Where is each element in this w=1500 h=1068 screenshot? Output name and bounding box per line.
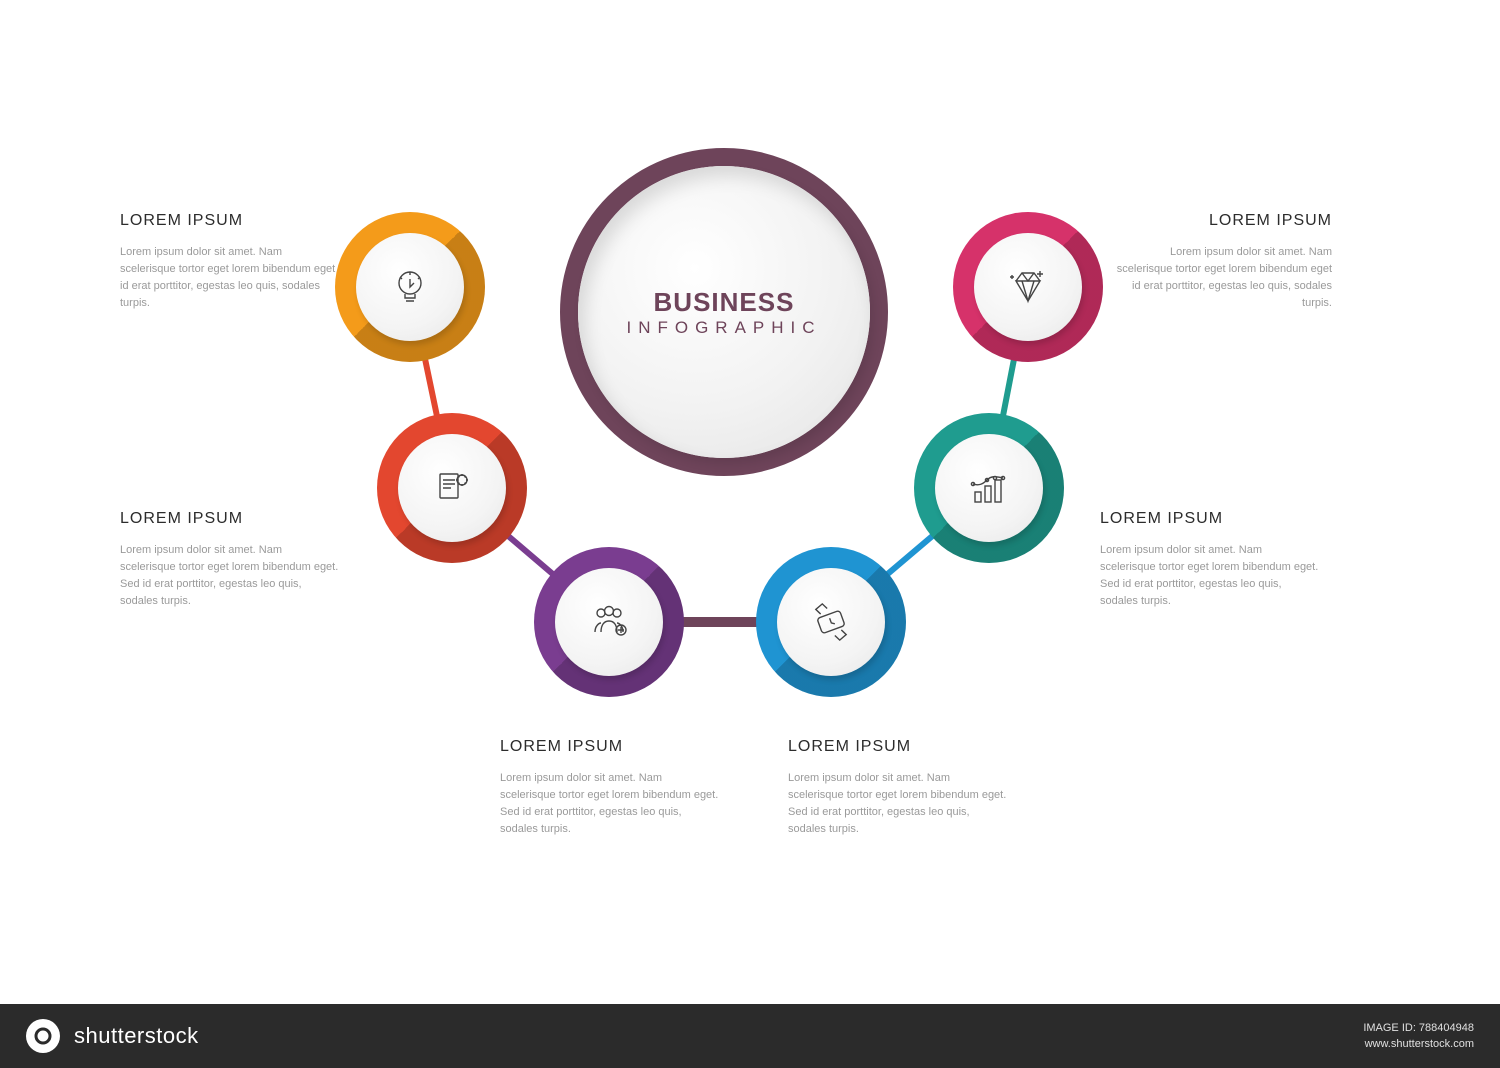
footer-bar: shutterstock IMAGE ID: 788404948 www.shu…	[0, 1004, 1500, 1068]
text-block-heading: LOREM IPSUM	[120, 212, 340, 230]
text-block-body: Lorem ipsum dolor sit amet. Nam sceleris…	[1112, 244, 1332, 312]
text-block-body: Lorem ipsum dolor sit amet. Nam sceleris…	[120, 542, 340, 610]
text-block-body: Lorem ipsum dolor sit amet. Nam sceleris…	[500, 770, 720, 838]
diamond-sparkle-icon	[974, 233, 1082, 341]
hub-title-line-2: INFOGRAPHIC	[626, 318, 821, 338]
footer-url: www.shutterstock.com	[1363, 1036, 1474, 1053]
text-block-n4: LOREM IPSUM Lorem ipsum dolor sit amet. N…	[788, 738, 1008, 838]
text-block-n2: LOREM IPSUM Lorem ipsum dolor sit amet. N…	[120, 510, 340, 610]
footer-brand-text: shutterstock	[74, 1023, 199, 1049]
document-gear-icon	[398, 434, 506, 542]
text-block-body: Lorem ipsum dolor sit amet. Nam sceleris…	[788, 770, 1008, 838]
text-block-heading: LOREM IPSUM	[120, 510, 340, 528]
text-block-n3: LOREM IPSUM Lorem ipsum dolor sit amet. N…	[500, 738, 720, 838]
people-plus-icon	[555, 568, 663, 676]
text-block-body: Lorem ipsum dolor sit amet. Nam sceleris…	[120, 244, 340, 312]
footer-left: shutterstock	[26, 1019, 199, 1053]
footer-logo-icon	[26, 1019, 60, 1053]
bar-line-chart-icon	[935, 434, 1043, 542]
text-block-heading: LOREM IPSUM	[788, 738, 1008, 756]
text-block-heading: LOREM IPSUM	[1112, 212, 1332, 230]
node-n6	[953, 212, 1103, 362]
footer-right: IMAGE ID: 788404948 www.shutterstock.com	[1363, 1020, 1474, 1053]
hub-inner: BUSINESS INFOGRAPHIC	[578, 166, 870, 458]
node-n1	[335, 212, 485, 362]
text-block-heading: LOREM IPSUM	[1100, 510, 1320, 528]
text-block-n5: LOREM IPSUM Lorem ipsum dolor sit amet. N…	[1100, 510, 1320, 610]
text-block-n1: LOREM IPSUM Lorem ipsum dolor sit amet. N…	[120, 212, 340, 312]
node-n2	[377, 413, 527, 563]
text-block-n6: LOREM IPSUM Lorem ipsum dolor sit amet. N…	[1112, 212, 1332, 312]
lightbulb-icon	[356, 233, 464, 341]
node-n3	[534, 547, 684, 697]
hub-ring: BUSINESS INFOGRAPHIC	[560, 148, 888, 476]
watch-icon	[777, 568, 885, 676]
footer-image-id: IMAGE ID: 788404948	[1363, 1020, 1474, 1037]
infographic-canvas: BUSINESS INFOGRAPHIC shutterstock IMAGE …	[0, 0, 1500, 1068]
hub-title-line-1: BUSINESS	[654, 287, 795, 318]
text-block-body: Lorem ipsum dolor sit amet. Nam sceleris…	[1100, 542, 1320, 610]
node-n5	[914, 413, 1064, 563]
text-block-heading: LOREM IPSUM	[500, 738, 720, 756]
node-n4	[756, 547, 906, 697]
